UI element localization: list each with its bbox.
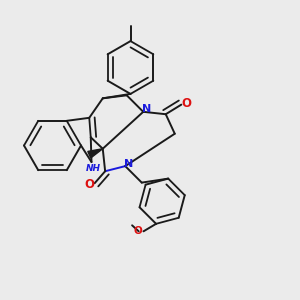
Text: O: O: [84, 178, 94, 191]
Polygon shape: [88, 149, 103, 158]
Text: O: O: [134, 226, 142, 236]
Text: O: O: [182, 97, 192, 110]
Text: N: N: [142, 104, 152, 114]
Text: N: N: [124, 159, 134, 169]
Text: NH: NH: [85, 164, 100, 173]
